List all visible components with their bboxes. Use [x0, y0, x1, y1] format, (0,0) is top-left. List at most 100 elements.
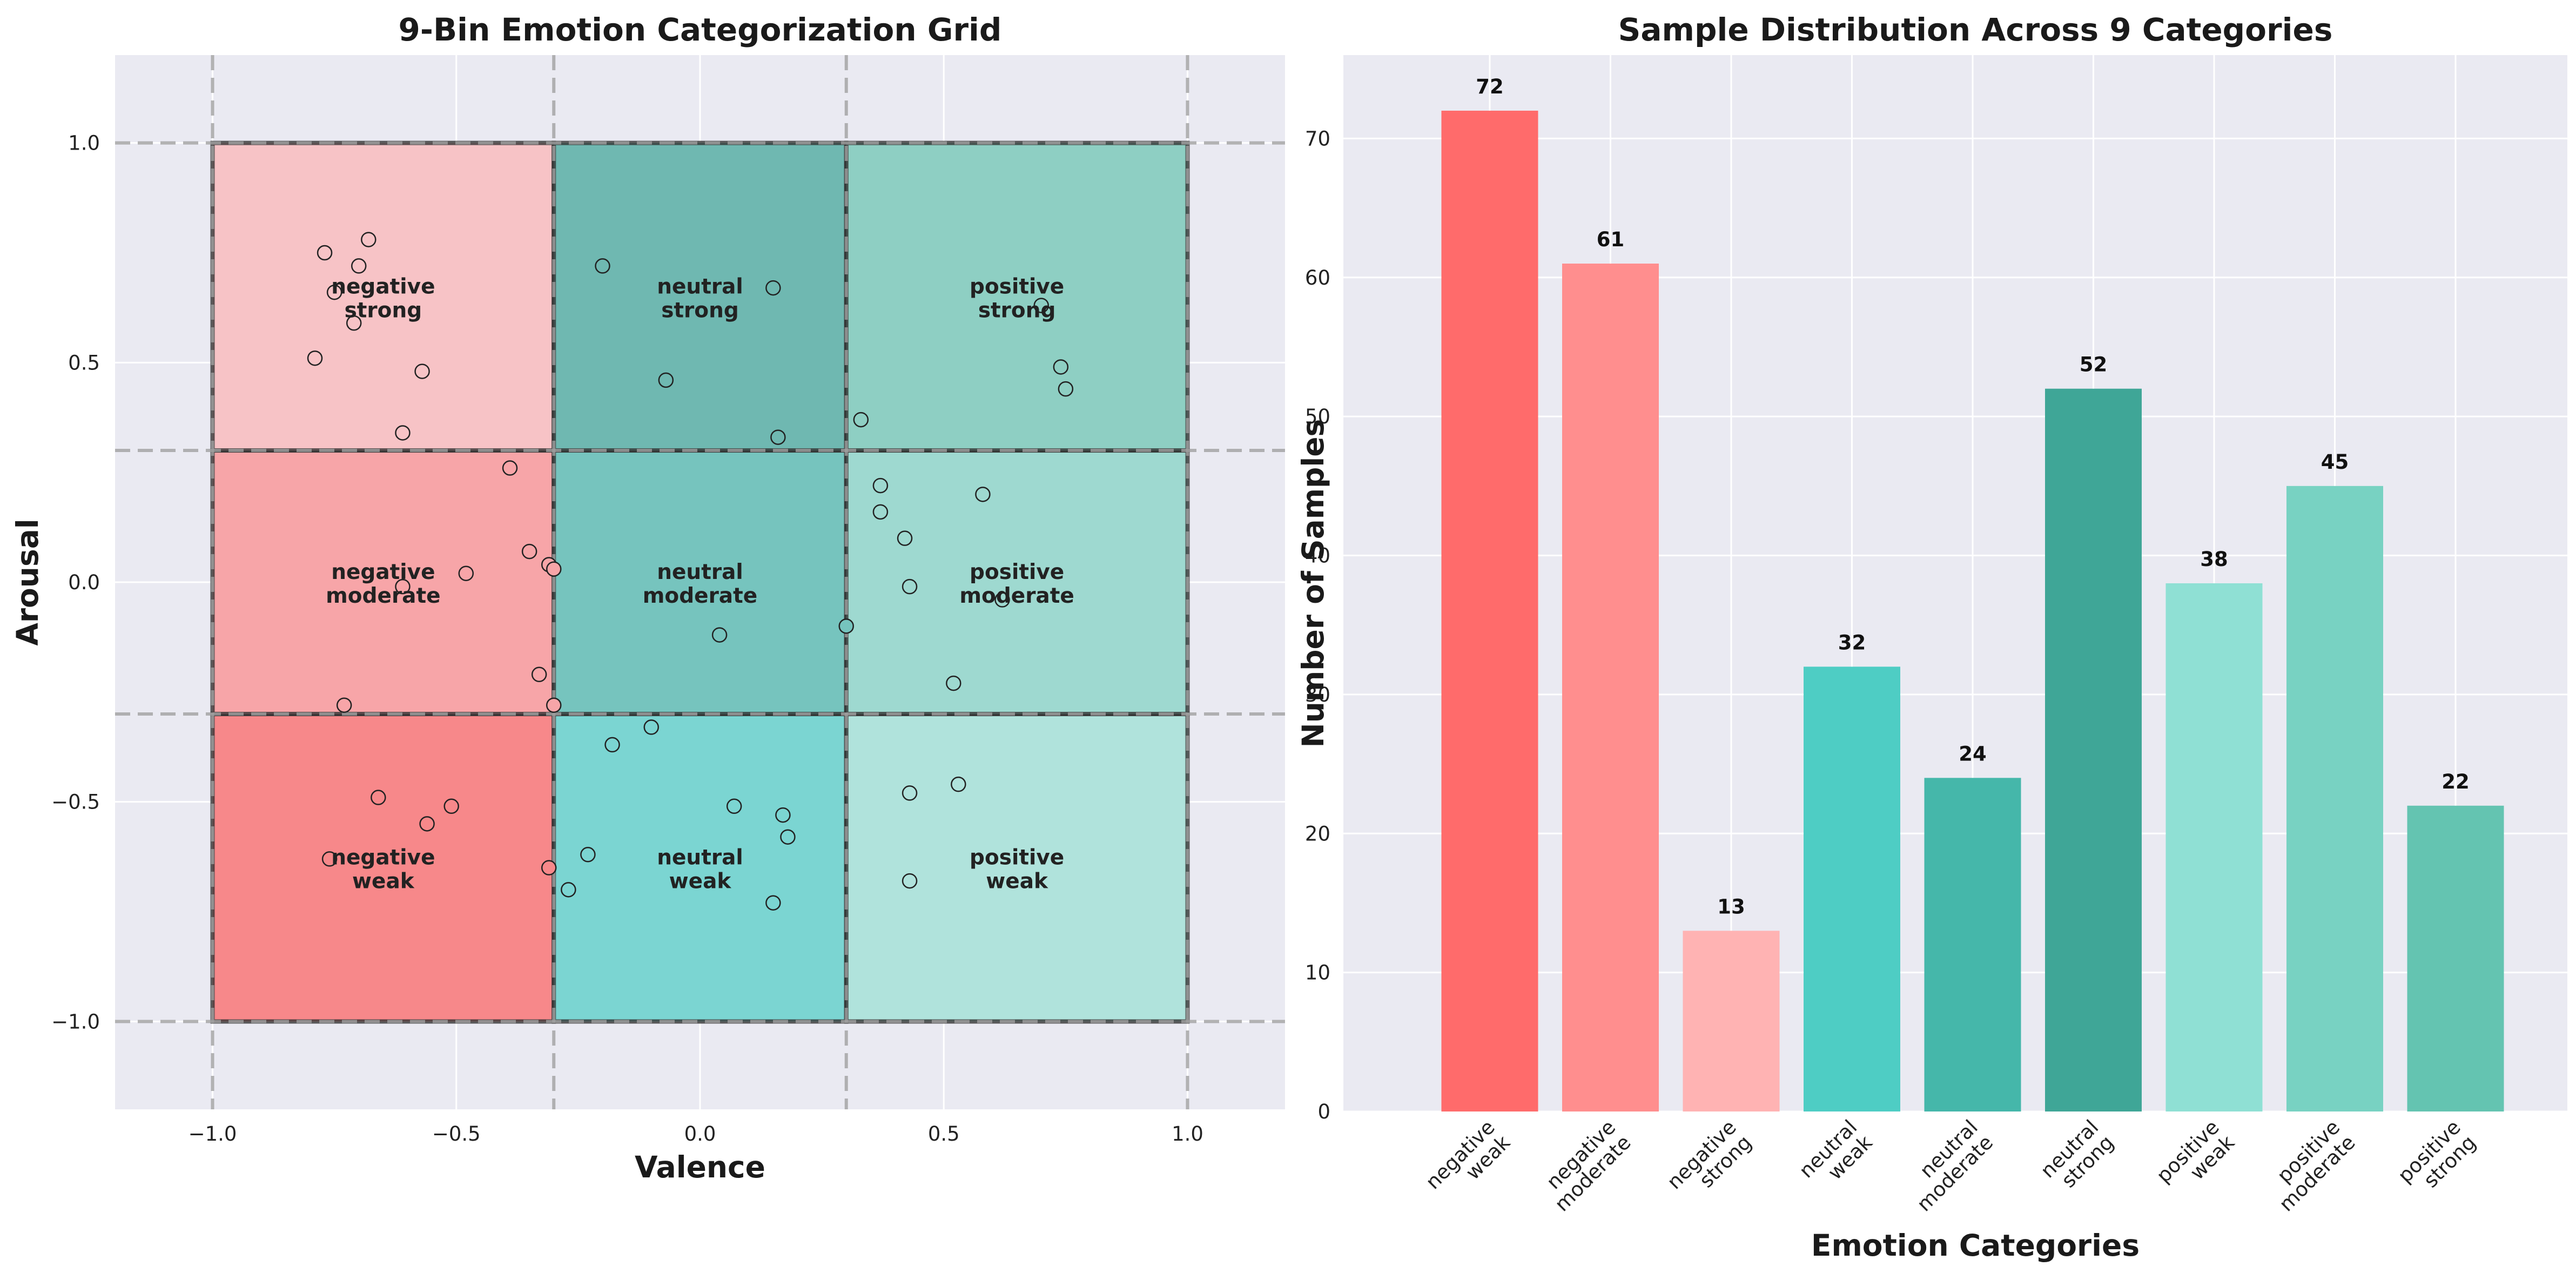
cell-label-neutral-weak: neutral weak — [657, 846, 743, 894]
bar-value-label: 61 — [1597, 228, 1625, 251]
sample-points — [307, 232, 1074, 911]
sample-point — [395, 578, 411, 595]
sample-point — [872, 477, 889, 494]
sample-point — [770, 429, 786, 445]
y-tick-label: −1.0 — [51, 1010, 100, 1033]
bar-positive-moderate — [2286, 486, 2383, 1112]
cell-label-negative-strong: negative strong — [331, 274, 435, 322]
cell-negative-weak — [210, 712, 556, 1024]
bar-y-tick-label: 30 — [1305, 683, 1330, 706]
bar-value-labels: 72 61 13 32 24 52 38 45 22 — [1476, 75, 2470, 918]
sample-point — [765, 895, 781, 911]
sample-point — [604, 737, 620, 753]
bar-y-tick-label: 70 — [1305, 127, 1330, 150]
cell-label-positive-weak: positive weak — [970, 846, 1064, 894]
bin-boundary-lines — [115, 55, 1285, 1109]
sample-point — [531, 666, 547, 683]
x-tick-label: −1.0 — [189, 1122, 237, 1146]
sample-point — [502, 460, 518, 476]
category-cells — [210, 140, 1190, 1024]
bar-value-label: 52 — [2080, 353, 2108, 376]
sample-point — [765, 280, 781, 296]
bar-y-tick-label: 40 — [1305, 544, 1330, 568]
cell-positive-weak — [844, 712, 1190, 1024]
sample-point — [902, 578, 918, 595]
sample-point — [546, 561, 562, 577]
bar-y-tick-labels: 0 10 20 30 40 50 60 70 — [1305, 127, 1330, 1123]
right-y-axis-label: Number of Samples — [1296, 419, 1330, 748]
sample-point — [546, 697, 562, 713]
bar-positive-weak — [2165, 583, 2263, 1111]
sample-point — [775, 807, 791, 823]
bar-y-tick-label: 10 — [1305, 961, 1330, 985]
bar-y-tick-label: 60 — [1305, 266, 1330, 289]
left-chart-title: 9-Bin Emotion Categorization Grid — [399, 11, 1002, 48]
category-tick-label: negativemoderate — [1535, 1115, 1636, 1216]
cell-label-negative-weak: negative weak — [331, 846, 435, 894]
sample-point — [561, 882, 576, 898]
sample-point — [946, 675, 961, 691]
bar-y-tick-label: 20 — [1305, 822, 1330, 845]
bar-neutral-weak — [1804, 666, 1900, 1111]
category-tick-label: positivemoderate — [2259, 1115, 2360, 1216]
bar-value-label: 13 — [1717, 895, 1745, 918]
cell-label-neutral-strong: neutral strong — [657, 274, 743, 322]
right-x-axis-label: Emotion Categories — [1811, 1228, 2140, 1263]
x-tick-labels: −1.0 −0.5 0.0 0.5 1.0 — [189, 1122, 1203, 1146]
cell-negative-strong — [210, 140, 556, 453]
bar-value-label: 24 — [1959, 742, 1987, 765]
bars — [1441, 110, 2504, 1112]
sample-point — [658, 372, 674, 388]
sample-point — [371, 790, 386, 805]
left-y-axis-label: Arousal — [10, 518, 45, 645]
sample-point — [902, 785, 918, 801]
y-tick-labels: −1.0 −0.5 0.0 0.5 1.0 — [51, 132, 100, 1034]
bar-value-label: 38 — [2200, 548, 2228, 571]
sample-point — [321, 851, 338, 867]
category-tick-label: negativestrong — [1663, 1115, 1756, 1209]
y-tick-label: 0.0 — [68, 571, 100, 594]
cell-positive-strong — [844, 140, 1190, 453]
sample-point — [897, 530, 913, 546]
category-tick-label: positivestrong — [2393, 1115, 2480, 1202]
cell-negative-moderate — [210, 448, 556, 716]
bar-positive-strong — [2407, 805, 2504, 1111]
sample-point — [780, 829, 796, 845]
sample-point — [317, 245, 333, 261]
sample-point — [521, 543, 537, 560]
x-tick-label: 0.5 — [928, 1122, 960, 1146]
bar-neutral-moderate — [1924, 778, 2021, 1111]
sample-point — [414, 363, 430, 379]
category-tick-label: neutralmoderate — [1897, 1115, 1997, 1216]
sample-point — [711, 627, 728, 643]
sample-point — [541, 860, 557, 875]
bar-value-label: 72 — [1476, 75, 1504, 98]
sample-point — [595, 258, 610, 274]
sample-point — [1053, 359, 1069, 375]
sample-point — [1058, 381, 1074, 397]
bar-negative-weak — [1441, 110, 1538, 1111]
sample-point — [994, 592, 1010, 608]
x-tick-label: 1.0 — [1172, 1122, 1203, 1146]
cell-label-positive-moderate: positive moderate — [959, 560, 1074, 608]
sample-point — [643, 719, 659, 735]
bar-y-tick-label: 50 — [1305, 405, 1330, 428]
sample-point — [975, 487, 991, 502]
category-tick-label: neutralstrong — [2036, 1115, 2118, 1197]
category-tick-label: negativeweak — [1421, 1115, 1515, 1209]
category-tick-label: neutralweak — [1794, 1115, 1877, 1198]
cell-label-positive-strong: positive strong — [970, 274, 1064, 322]
category-tick-label: positiveweak — [2152, 1115, 2239, 1203]
sample-point — [1033, 298, 1049, 313]
distribution-bar-chart: 72 61 13 32 24 52 38 45 22 0 10 20 30 40 50 60 70 negat… — [1296, 11, 2567, 1263]
sample-point — [307, 350, 323, 366]
x-tick-label: 0.0 — [684, 1122, 716, 1146]
y-tick-label: −0.5 — [51, 791, 100, 814]
sample-point — [902, 873, 918, 889]
sample-point — [872, 504, 889, 520]
sample-point — [951, 776, 966, 792]
bar-value-label: 45 — [2321, 450, 2349, 474]
sample-point — [395, 425, 411, 441]
sample-point — [351, 258, 367, 274]
